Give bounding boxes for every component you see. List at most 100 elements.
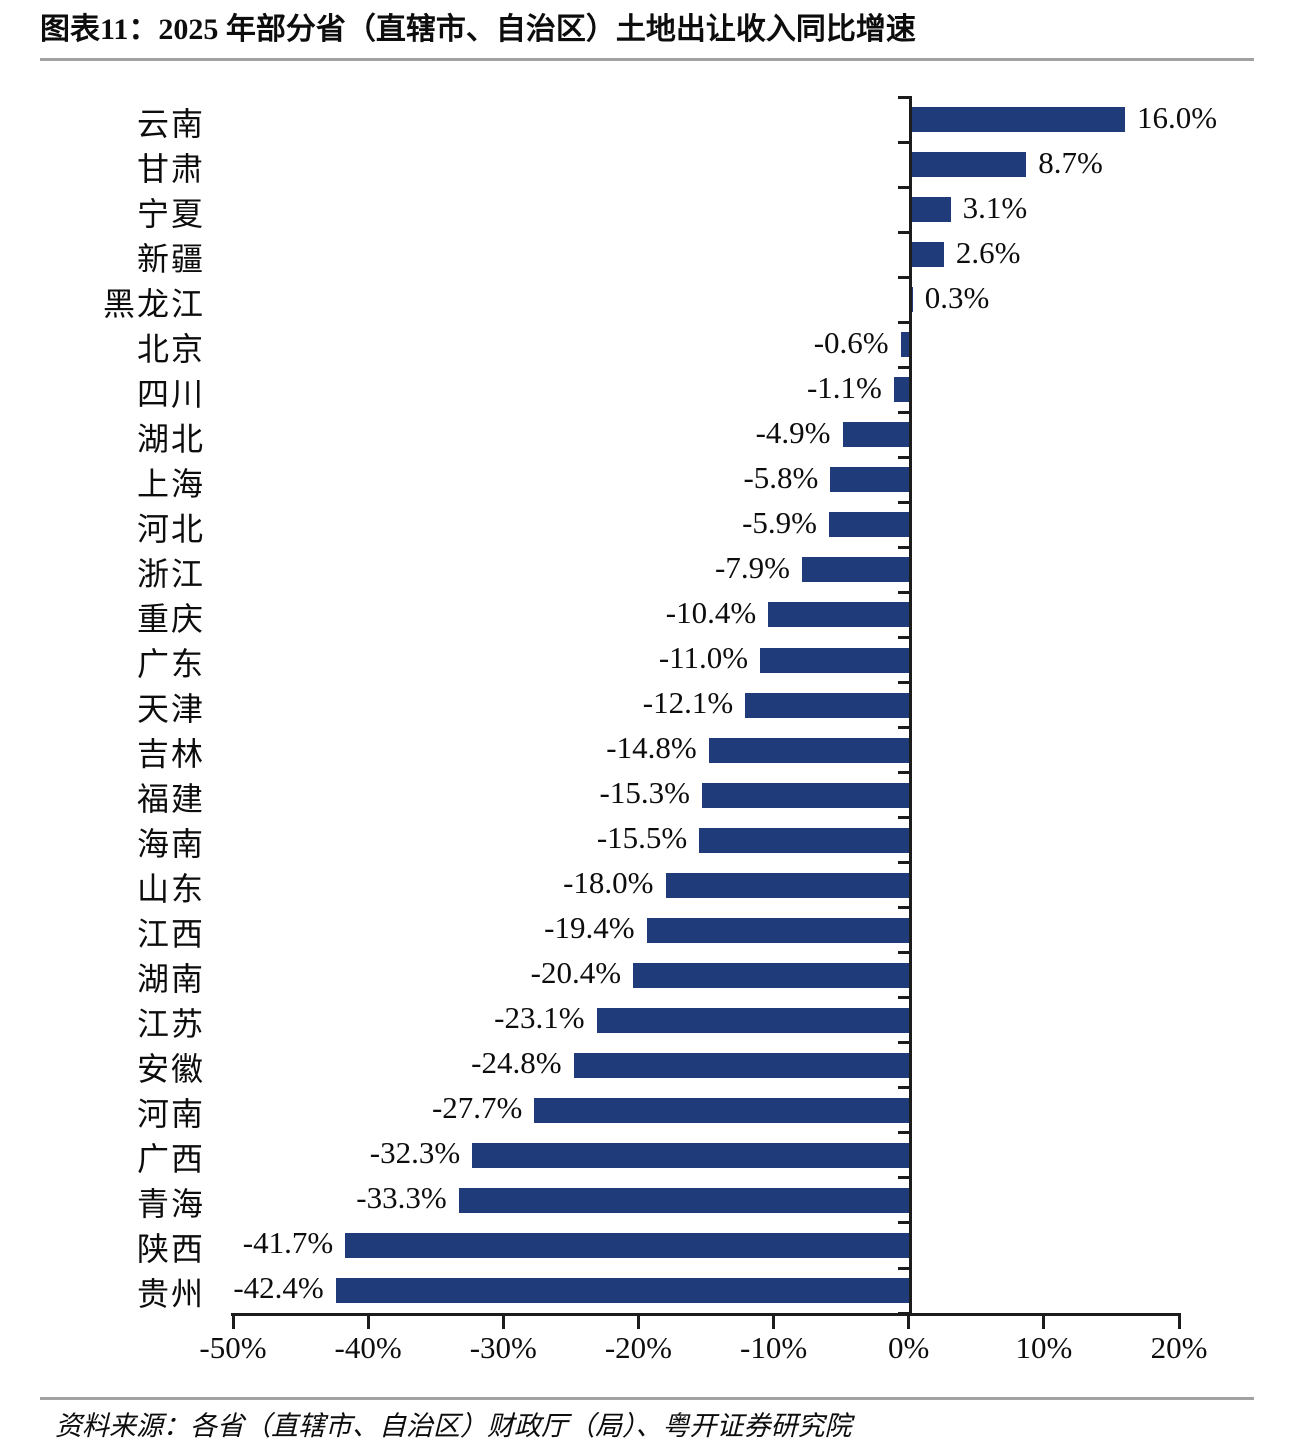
bar <box>893 377 909 403</box>
category-label: 江西 <box>136 916 205 953</box>
category-axis-tick <box>897 1221 909 1225</box>
bar <box>802 557 909 583</box>
category-axis-tick <box>897 951 909 955</box>
category-axis-tick <box>897 1266 909 1270</box>
category-label: 宁夏 <box>136 195 205 232</box>
bar-value-label: -12.1% <box>642 685 734 720</box>
x-axis-tick-label: 10% <box>1015 1330 1073 1365</box>
x-axis-tick-label: -50% <box>199 1330 267 1365</box>
category-label: 北京 <box>136 330 205 367</box>
category-axis-tick <box>897 140 909 144</box>
x-axis-tick-label: -20% <box>604 1330 672 1365</box>
category-axis-tick <box>897 726 909 729</box>
bar-value-label: -5.9% <box>742 504 817 540</box>
bar-value-label: -33.3% <box>356 1180 447 1216</box>
bar-value-label: -23.1% <box>494 1000 585 1036</box>
category-label: 甘肃 <box>136 150 205 187</box>
bar <box>760 647 909 673</box>
chart-title: 图表11：2025 年部分省（直辖市、自治区）土地出让收入同比增速 <box>40 13 916 46</box>
bar <box>830 467 909 493</box>
bar <box>345 1232 909 1258</box>
x-axis-line <box>231 1313 1181 1316</box>
x-axis-tick <box>1177 1316 1181 1329</box>
bar-value-label: -19.4% <box>544 910 635 946</box>
x-axis-tick <box>231 1316 235 1329</box>
category-axis-tick <box>897 861 909 865</box>
x-axis-tick <box>636 1316 640 1329</box>
category-label: 新疆 <box>136 240 205 277</box>
category-label: 云南 <box>136 105 205 142</box>
bar-value-label: 0.3% <box>924 279 990 315</box>
bar-value-label: -5.8% <box>743 459 819 495</box>
x-axis-tick-label: 20% <box>1150 1330 1208 1365</box>
category-axis-tick <box>897 410 909 414</box>
bar <box>335 1278 909 1303</box>
category-axis-tick <box>897 545 909 549</box>
bar-value-label: 3.1% <box>962 189 1028 225</box>
category-axis-tick <box>897 996 909 1000</box>
bar <box>768 602 909 628</box>
category-axis-tick <box>897 365 909 369</box>
category-axis-tick <box>897 816 909 820</box>
category-label: 浙江 <box>136 555 205 592</box>
category-axis-tick <box>897 1176 909 1180</box>
category-label: 上海 <box>136 465 205 502</box>
category-label: 四川 <box>136 375 205 412</box>
category-axis-tick <box>897 320 909 324</box>
bar-value-label: -15.5% <box>596 820 688 856</box>
bar-value-label: -18.0% <box>563 865 654 901</box>
x-axis-tick-label: -40% <box>334 1330 402 1365</box>
bar <box>908 152 1027 178</box>
category-label: 河南 <box>136 1096 205 1133</box>
category-label: 贵州 <box>136 1276 205 1313</box>
bar <box>745 692 909 718</box>
bar <box>472 1142 909 1168</box>
category-label: 海南 <box>136 826 205 863</box>
source-divider <box>40 1397 1254 1400</box>
source-note: 资料来源：各省（直辖市、自治区）财政厅（局）、粤开证券研究院 <box>55 1411 852 1441</box>
bar <box>633 962 909 988</box>
title-divider <box>40 58 1254 61</box>
category-axis-tick <box>897 185 909 189</box>
category-label: 吉林 <box>136 736 205 773</box>
category-axis-tick <box>897 906 909 910</box>
bar <box>708 737 909 763</box>
bar-value-label: -7.9% <box>715 549 790 585</box>
category-axis-tick <box>897 1131 909 1135</box>
category-axis-tick <box>897 275 909 279</box>
bar-value-label: -27.7% <box>431 1090 523 1126</box>
category-label: 重庆 <box>136 600 205 637</box>
bar-value-label: -4.9% <box>755 414 831 450</box>
bar-value-label: 16.0% <box>1136 99 1218 135</box>
bar-value-label: -42.4% <box>233 1270 324 1306</box>
category-label: 陕西 <box>136 1231 205 1268</box>
bar-value-label: -14.8% <box>606 730 697 766</box>
bar <box>458 1187 909 1213</box>
bar <box>908 197 951 223</box>
bar-value-label: -11.0% <box>658 639 749 675</box>
category-axis-tick <box>897 95 909 99</box>
category-axis-tick <box>897 681 909 684</box>
category-label: 广东 <box>136 645 205 682</box>
category-label: 福建 <box>136 781 205 818</box>
bar <box>534 1097 909 1123</box>
bar-value-label: 8.7% <box>1038 144 1103 180</box>
category-axis-tick <box>897 771 909 775</box>
x-axis-tick-label: -30% <box>469 1330 537 1365</box>
category-axis-tick <box>897 455 909 459</box>
bar <box>701 782 909 808</box>
category-label: 湖北 <box>136 420 205 457</box>
category-axis-tick <box>897 590 909 594</box>
bar-value-label: -1.1% <box>806 369 882 405</box>
x-axis-tick <box>772 1316 776 1329</box>
bar <box>699 827 909 853</box>
x-axis-tick-label: 0% <box>888 1330 930 1365</box>
bar-value-label: -32.3% <box>369 1135 461 1171</box>
x-axis-tick <box>1042 1316 1046 1329</box>
bar-value-label: -0.6% <box>813 324 889 360</box>
bar-value-label: -24.8% <box>471 1045 562 1081</box>
category-label: 山东 <box>136 871 205 908</box>
category-axis-tick <box>897 230 909 234</box>
